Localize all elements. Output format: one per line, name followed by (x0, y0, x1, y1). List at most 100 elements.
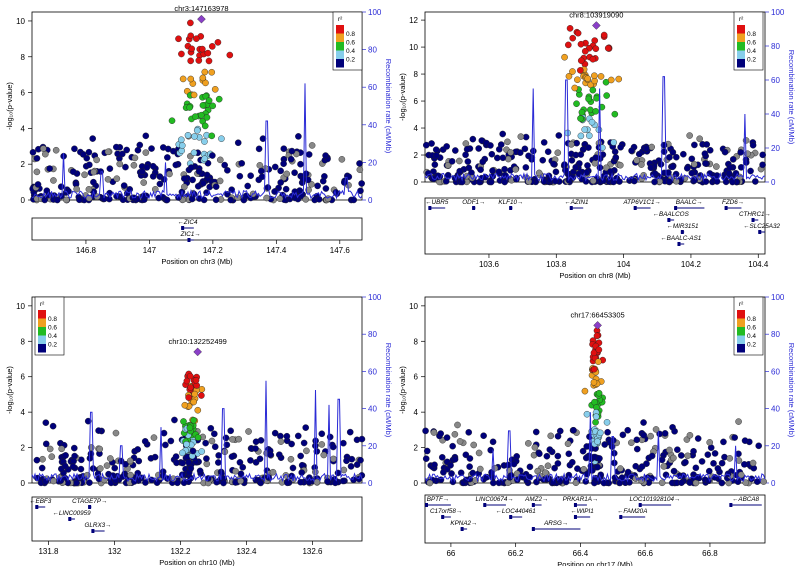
gene-label: LOC101928104→ (630, 496, 681, 503)
snp-point (597, 429, 604, 437)
legend-swatch (336, 50, 344, 59)
snp-point (444, 162, 452, 169)
y-tick-label: 4 (414, 124, 419, 133)
snp-point (194, 406, 202, 414)
x-axis: 103.6 103.8 104 104.2 104.4 Position on chr8 … (479, 254, 769, 280)
y-tick-label: 2 (21, 160, 26, 169)
snp-point (590, 365, 598, 373)
gene-name: CTHRC1 (739, 211, 765, 218)
snp-point (263, 194, 270, 202)
snp-point (86, 161, 93, 169)
y2-axis-label: Recombination rate (cM/Mb) (787, 50, 796, 145)
y-tick-label: 6 (414, 373, 419, 382)
snp-point (142, 149, 150, 156)
gene-label: ZIC1→ (180, 231, 201, 238)
y2-tick-label: 60 (368, 367, 377, 376)
snp-point (302, 424, 310, 431)
gene-exon (573, 515, 577, 519)
snp-point (737, 164, 745, 171)
legend-swatch (737, 50, 745, 59)
snp-point (610, 139, 618, 146)
gene-exon (569, 206, 573, 210)
snp-point (90, 168, 98, 176)
snp-point (443, 143, 450, 150)
snp-point (245, 428, 252, 435)
snp-point (276, 195, 284, 202)
gene-exon (35, 505, 39, 509)
snp-point (611, 110, 619, 118)
snp-point (531, 444, 539, 451)
gene-name: LOC440461 (502, 508, 536, 515)
gene-exon (531, 527, 535, 531)
snp-point (73, 479, 80, 487)
snp-point (313, 478, 321, 486)
gene-arrow: → (443, 496, 449, 503)
snp-point (755, 442, 763, 450)
snp-point (480, 432, 487, 440)
snp-point (469, 135, 477, 143)
y2-tick-label: 40 (771, 405, 780, 414)
y-tick-label: 2 (414, 444, 419, 453)
snp-point (577, 151, 585, 158)
snp-point (582, 178, 590, 185)
snp-point (588, 118, 596, 126)
chart-panel-2: 0 2 4 6 8 10 12 -log₁₀(p-value) 0 20 40 60 80 100 Reco… (398, 8, 796, 280)
snp-point (201, 138, 208, 145)
snp-point (303, 447, 310, 455)
snp-point (308, 181, 315, 188)
gene-arrow: → (542, 496, 548, 503)
snp-point (495, 168, 503, 176)
x-tick-label: 131.8 (38, 547, 59, 556)
snp-point (322, 185, 330, 192)
snp-point (647, 164, 655, 172)
snp-point (178, 142, 186, 149)
recombination-line (424, 76, 766, 183)
snp-point (183, 377, 191, 385)
snp-point (573, 139, 580, 147)
gene-label: ←BAALCOS (653, 211, 690, 218)
gene-arrow: → (194, 231, 200, 238)
snp-point (747, 167, 754, 175)
snp-point (226, 51, 234, 59)
x-tick-label: 147.4 (266, 246, 287, 255)
gene-exon (91, 529, 95, 533)
chart-panel-3: 0 2 4 6 8 10 -log₁₀(p-value) 0 20 40 60 80 100 Recomb… (5, 293, 393, 566)
y2-tick-label: 0 (771, 479, 776, 488)
snp-point (661, 430, 669, 437)
snp-point (470, 441, 477, 449)
snp-point (522, 164, 530, 171)
gene-name: ODF1 (462, 199, 479, 206)
snp-point (181, 175, 188, 182)
y-axis: 0 2 4 6 8 10 -log₁₀(p-value) (5, 302, 32, 488)
gene-label: BPTF→ (427, 496, 449, 503)
gene-label: AMZ2→ (524, 496, 548, 503)
snp-point (89, 135, 96, 142)
snp-point (584, 75, 591, 82)
snp-point (140, 179, 147, 186)
snp-point (688, 155, 696, 163)
snp-point (437, 430, 444, 437)
snp-point (638, 161, 645, 168)
snp-point (57, 183, 65, 191)
snp-point (41, 196, 49, 204)
snp-point (462, 451, 470, 459)
snp-point (479, 158, 487, 166)
snp-point (611, 148, 619, 156)
gene-name: FZD6 (722, 199, 738, 206)
snp-point (215, 452, 222, 459)
gene-name: GLRX3 (85, 522, 106, 529)
snp-point (58, 445, 65, 453)
snp-point (491, 464, 499, 472)
legend-title: r² (338, 16, 343, 23)
x-tick-label: 132.2 (170, 547, 191, 556)
gene-name: MIR3151 (673, 223, 699, 230)
gene-exon (425, 503, 428, 507)
y-axis-label: -log₁₀(p-value) (398, 73, 407, 121)
snp-point (735, 418, 742, 425)
snp-point (126, 457, 134, 465)
y2-tick-label: 60 (771, 76, 780, 85)
gene-label: CTHRC1→ (739, 211, 771, 218)
snp-point (214, 39, 222, 46)
snp-point (592, 45, 600, 53)
snp-point (624, 426, 632, 434)
